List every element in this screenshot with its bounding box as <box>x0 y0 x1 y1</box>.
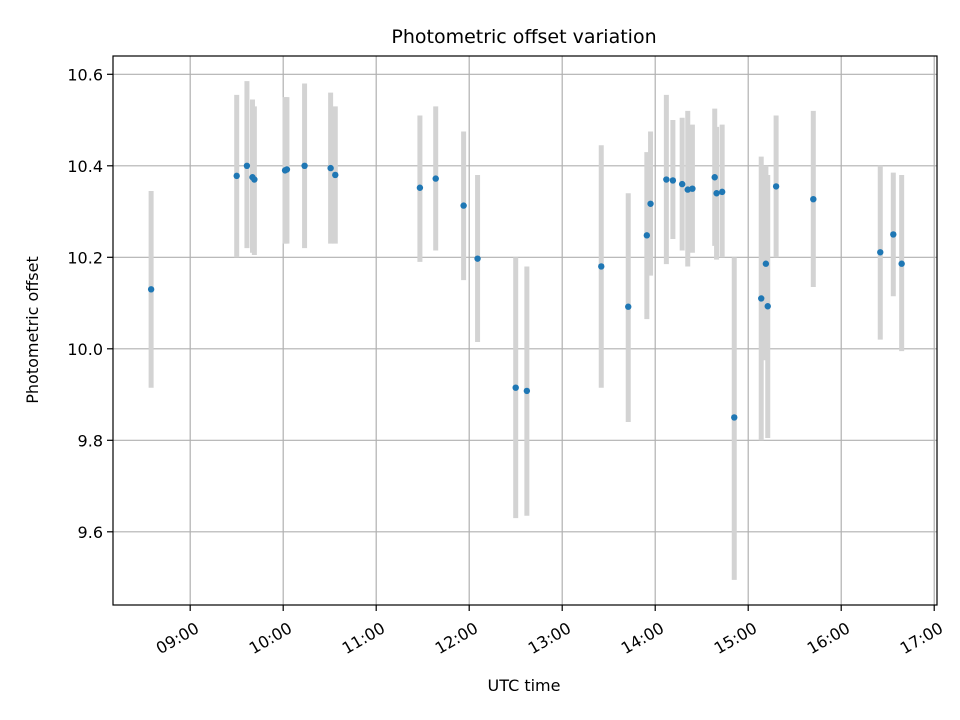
y-tick-label: 10.4 <box>67 157 103 176</box>
data-point <box>416 184 424 191</box>
x-axis-label: UTC time <box>488 676 561 695</box>
data-point <box>758 295 765 302</box>
x-tick-label: 17:00 <box>897 618 946 658</box>
data-point <box>233 172 240 180</box>
data-point <box>898 260 905 267</box>
x-axis-ticks: 09:00 10:00 11:00 12:00 13:00 14:00 15:00 16:00… <box>153 605 946 658</box>
point-layer <box>147 162 905 421</box>
y-tick-label: 9.8 <box>78 431 103 450</box>
x-tick-label: 15:00 <box>711 618 760 658</box>
data-point <box>810 195 817 203</box>
data-point <box>332 171 339 179</box>
grid-layer <box>113 56 937 605</box>
data-point <box>598 263 605 270</box>
data-point <box>731 414 738 421</box>
data-point <box>147 286 155 293</box>
data-point <box>474 255 481 262</box>
plot-frame <box>112 55 938 606</box>
data-point <box>718 188 726 196</box>
data-point <box>327 164 334 172</box>
x-tick-label: 12:00 <box>432 618 481 658</box>
data-point <box>890 231 897 238</box>
data-point <box>460 202 467 209</box>
data-point <box>283 166 291 173</box>
data-point <box>647 200 654 207</box>
data-point <box>251 176 258 183</box>
errorbar-layer <box>148 81 905 580</box>
data-point <box>762 260 770 267</box>
data-point <box>643 232 651 239</box>
data-point <box>512 384 519 391</box>
data-point <box>764 303 771 310</box>
x-tick-label: 09:00 <box>153 618 202 658</box>
y-tick-label: 10.2 <box>67 248 103 267</box>
y-tick-label: 10.0 <box>67 340 103 359</box>
x-tick-label: 16:00 <box>804 618 853 658</box>
data-point <box>713 190 720 197</box>
x-tick-label: 13:00 <box>525 618 574 658</box>
data-point <box>669 177 677 184</box>
x-tick-label: 10:00 <box>246 618 295 658</box>
y-tick-label: 10.6 <box>67 65 103 84</box>
x-tick-label: 14:00 <box>618 618 667 658</box>
data-point <box>243 162 251 169</box>
y-axis-label: Photometric offset <box>23 256 42 404</box>
y-axis-ticks: 9.6 9.8 10.0 10.2 10.4 10.6 <box>67 65 113 542</box>
data-point <box>663 176 670 183</box>
data-point <box>301 162 308 169</box>
data-point <box>678 180 686 188</box>
data-point <box>523 387 531 395</box>
data-point <box>432 175 439 182</box>
y-tick-label: 9.6 <box>78 523 103 542</box>
data-point <box>711 174 718 181</box>
data-point <box>689 185 696 192</box>
data-point <box>877 249 884 256</box>
data-point <box>625 303 632 310</box>
data-point <box>772 183 780 190</box>
chart-title: Photometric offset variation <box>391 26 656 48</box>
x-tick-label: 11:00 <box>339 618 388 658</box>
